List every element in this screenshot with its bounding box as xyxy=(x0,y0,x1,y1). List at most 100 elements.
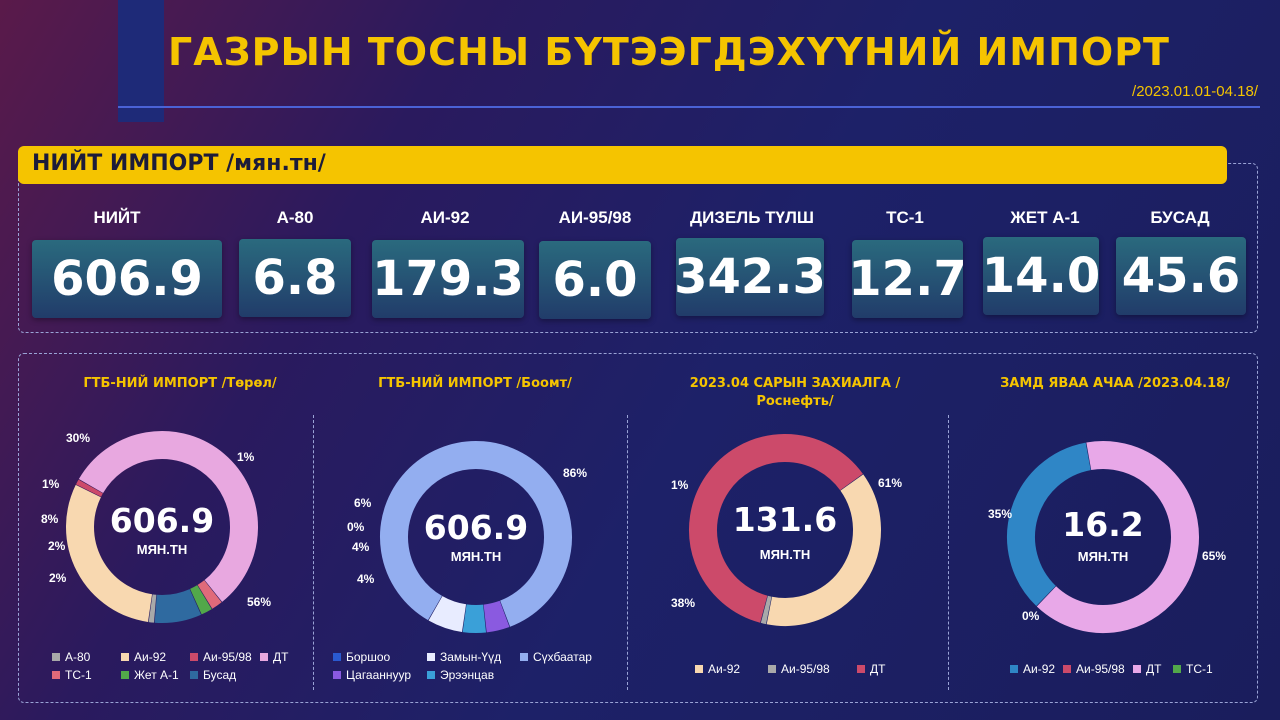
slice-label-borshoo: 0% xyxy=(347,520,365,534)
chart-2-title: ГТБ-НИЙ ИМПОРТ /Боомт/ xyxy=(378,376,572,391)
donut-slice xyxy=(76,479,103,497)
legend-swatch xyxy=(1063,665,1071,673)
kpi-label-diesel: ДИЗЕЛЬ ТҮЛШ xyxy=(689,208,815,227)
divider xyxy=(313,415,314,690)
chart-4-center-value: 16.2 xyxy=(1062,505,1144,544)
legend-label: Бусад xyxy=(203,668,237,682)
legend-item-a80: А-80 xyxy=(52,650,90,664)
legend-item-sukhbaatar: Сүхбаатар xyxy=(520,650,592,664)
legend-swatch xyxy=(427,653,435,661)
kpi-value-ai95: 6.0 xyxy=(539,241,651,319)
legend-swatch xyxy=(1173,665,1181,673)
page-title: ГАЗРЫН ТОСНЫ БҮТЭЭГДЭХҮҮНИЙ ИМПОРТ xyxy=(168,30,1170,74)
chart-3-title: 2023.04 САРЫН ЗАХИАЛГА /Роснефть/ xyxy=(689,376,901,409)
legend-item-ai92: Аи-92 xyxy=(695,662,740,676)
legend-swatch xyxy=(333,671,341,679)
date-range: /2023.01.01-04.18/ xyxy=(1132,83,1258,100)
slice-label-jet: 2% xyxy=(48,539,66,553)
legend-label: Замын-Үүд xyxy=(440,650,502,664)
legend-swatch xyxy=(52,653,60,661)
slice-label-ai92: 30% xyxy=(66,431,91,445)
kpi-label-total: НИЙТ xyxy=(93,208,141,227)
donut-slice xyxy=(462,604,487,633)
donut-chart-order xyxy=(689,434,881,626)
legend-item-borshoo: Боршоо xyxy=(333,650,390,664)
kpi-value-ai92: 179.3 xyxy=(372,240,524,318)
donut-slice xyxy=(78,431,258,602)
kpi-value-a80: 6.8 xyxy=(239,239,351,317)
legend-label: ДТ xyxy=(870,662,886,676)
slice-label-ai92: 38% xyxy=(671,596,696,610)
legend-label: ДТ xyxy=(273,650,289,664)
legend-label: Аи-95/98 xyxy=(203,650,252,664)
legend-item-zamyn: Замын-Үүд xyxy=(427,650,501,664)
kpi-label-ai95: АИ-95/98 xyxy=(558,208,632,227)
legend-label: ТС-1 xyxy=(1186,662,1213,676)
chart-2-center-value: 606.9 xyxy=(423,508,529,547)
legend-label: Сүхбаатар xyxy=(533,650,592,664)
legend-item-ai95: Аи-95/98 xyxy=(768,662,830,676)
chart-3-center-unit: МЯН.ТН xyxy=(759,547,811,562)
legend-item-ts1: ТС-1 xyxy=(1173,662,1213,676)
slice-label-ai95: 1% xyxy=(237,450,255,464)
donut-slice xyxy=(428,595,467,632)
legend-item-ereentsav: Эрээнцав xyxy=(427,668,494,682)
donut-slice xyxy=(760,595,772,625)
slice-label-ai95: 0% xyxy=(1022,609,1040,623)
legend-swatch xyxy=(1010,665,1018,673)
total-import-heading: НИЙТ ИМПОРТ /мян.тн/ xyxy=(18,146,1227,184)
slice-label-ereentsav: 4% xyxy=(352,540,370,554)
legend-swatch xyxy=(190,653,198,661)
slice-label-other: 8% xyxy=(41,512,59,526)
chart-1-center-value: 606.9 xyxy=(109,501,215,540)
chart-2-center-unit: МЯН.ТН xyxy=(450,549,502,564)
slice-label-tsagaan: 4% xyxy=(357,572,375,586)
title-underline xyxy=(118,106,1260,108)
kpi-label-ts1: ТС-1 xyxy=(886,208,924,227)
legend-swatch xyxy=(190,671,198,679)
legend-swatch xyxy=(121,653,129,661)
legend-swatch xyxy=(260,653,268,661)
donut-chart-type xyxy=(66,431,258,623)
chart-1-center-unit: МЯН.ТН xyxy=(136,542,188,557)
kpi-label-jet: ЖЕТ А-1 xyxy=(1010,208,1080,227)
donut-slice xyxy=(766,474,881,626)
legend-item-jet: Жет А-1 xyxy=(121,668,179,682)
legend-label: Аи-95/98 xyxy=(781,662,830,676)
slice-label-dt: 56% xyxy=(247,595,272,609)
kpi-label-other: БУСАД xyxy=(1150,208,1210,227)
legend-item-ts1: ТС-1 xyxy=(52,668,92,682)
legend-swatch xyxy=(857,665,865,673)
legend-item-ai95: Аи-95/98 xyxy=(190,650,252,664)
kpi-value-total: 606.9 xyxy=(32,240,222,318)
donut-chart-port xyxy=(380,441,572,633)
legend-item-ai92: Аи-92 xyxy=(1010,662,1055,676)
donut-slice xyxy=(154,588,202,623)
kpi-value-other: 45.6 xyxy=(1116,237,1246,315)
legend-label: Цагааннуур xyxy=(346,668,412,682)
legend-label: ТС-1 xyxy=(65,668,92,682)
charts-panel xyxy=(18,353,1258,703)
slice-label-zamyn: 6% xyxy=(354,496,372,510)
kpi-value-jet: 14.0 xyxy=(982,237,1100,315)
chart-1-title: ГТБ-НИЙ ИМПОРТ /Төрөл/ xyxy=(83,376,277,391)
slice-label-a80: 1% xyxy=(42,477,60,491)
legend-swatch xyxy=(333,653,341,661)
legend-swatch xyxy=(427,671,435,679)
kpi-label-a80: А-80 xyxy=(276,208,314,227)
legend-item-ai95: Аи-95/98 xyxy=(1063,662,1125,676)
slice-label-sukhbaatar: 86% xyxy=(563,466,588,480)
legend-label: Жет А-1 xyxy=(134,668,179,682)
slice-label-ts1: 2% xyxy=(49,571,67,585)
legend-swatch xyxy=(520,653,528,661)
slice-label-dt: 61% xyxy=(878,476,903,490)
legend-label: Аи-92 xyxy=(708,662,741,676)
divider xyxy=(627,415,628,690)
donut-chart-transit xyxy=(1007,441,1199,633)
legend-swatch xyxy=(695,665,703,673)
legend-swatch xyxy=(52,671,60,679)
chart-4-title: ЗАМД ЯВАА АЧАА /2023.04.18/ xyxy=(1000,376,1230,391)
donut-slice xyxy=(197,580,222,609)
divider xyxy=(948,415,949,690)
slice-label-ai95: 1% xyxy=(671,478,689,492)
